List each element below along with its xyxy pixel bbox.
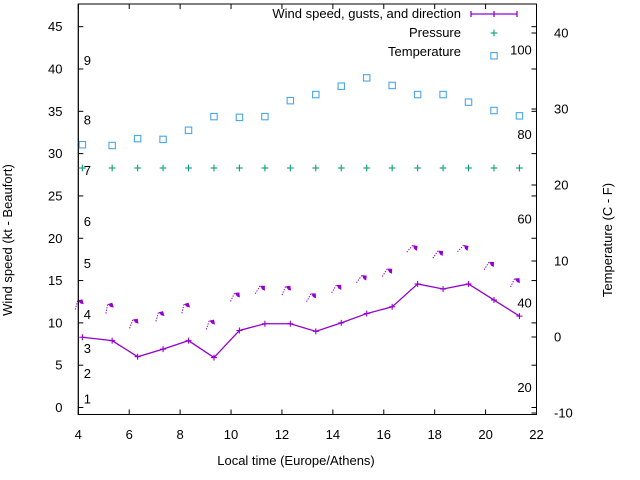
svg-text:20: 20 (478, 427, 492, 442)
svg-text:12: 12 (275, 427, 289, 442)
svg-text:4: 4 (75, 427, 82, 442)
svg-text:25: 25 (48, 188, 62, 203)
svg-text:1: 1 (84, 392, 91, 407)
svg-text:2: 2 (84, 366, 91, 381)
svg-text:20: 20 (517, 380, 531, 395)
svg-text:4: 4 (84, 307, 91, 322)
svg-text:45: 45 (48, 19, 62, 34)
svg-text:20: 20 (48, 231, 62, 246)
svg-text:5: 5 (55, 358, 62, 373)
svg-text:14: 14 (326, 427, 340, 442)
svg-text:6: 6 (84, 214, 91, 229)
svg-text:Wind speed (kt - Beaufort): Wind speed (kt - Beaufort) (0, 164, 15, 316)
svg-text:40: 40 (517, 296, 531, 311)
svg-text:16: 16 (377, 427, 391, 442)
svg-text:Local time (Europe/Athens): Local time (Europe/Athens) (217, 453, 375, 468)
svg-text:30: 30 (48, 146, 62, 161)
svg-text:Temperature (C - F): Temperature (C - F) (600, 183, 615, 297)
svg-text:22: 22 (529, 427, 543, 442)
svg-text:8: 8 (177, 427, 184, 442)
svg-text:6: 6 (126, 427, 133, 442)
svg-text:60: 60 (517, 211, 531, 226)
svg-text:Temperature: Temperature (388, 44, 461, 59)
svg-text:10: 10 (554, 254, 568, 269)
svg-text:Wind speed, gusts, and directi: Wind speed, gusts, and direction (272, 6, 461, 21)
svg-text:9: 9 (84, 53, 91, 68)
svg-text:8: 8 (84, 112, 91, 127)
svg-text:30: 30 (554, 102, 568, 117)
svg-text:-10: -10 (554, 406, 573, 421)
svg-text:0: 0 (55, 400, 62, 415)
svg-text:5: 5 (84, 256, 91, 271)
svg-text:Pressure: Pressure (409, 25, 461, 40)
svg-text:40: 40 (554, 26, 568, 41)
svg-text:15: 15 (48, 273, 62, 288)
svg-text:10: 10 (48, 315, 62, 330)
svg-text:0: 0 (554, 330, 561, 345)
svg-text:18: 18 (427, 427, 441, 442)
svg-text:10: 10 (224, 427, 238, 442)
svg-text:20: 20 (554, 178, 568, 193)
svg-text:80: 80 (517, 127, 531, 142)
svg-text:7: 7 (84, 163, 91, 178)
svg-text:35: 35 (48, 104, 62, 119)
svg-text:100: 100 (510, 42, 532, 57)
svg-text:3: 3 (84, 341, 91, 356)
svg-text:40: 40 (48, 62, 62, 77)
